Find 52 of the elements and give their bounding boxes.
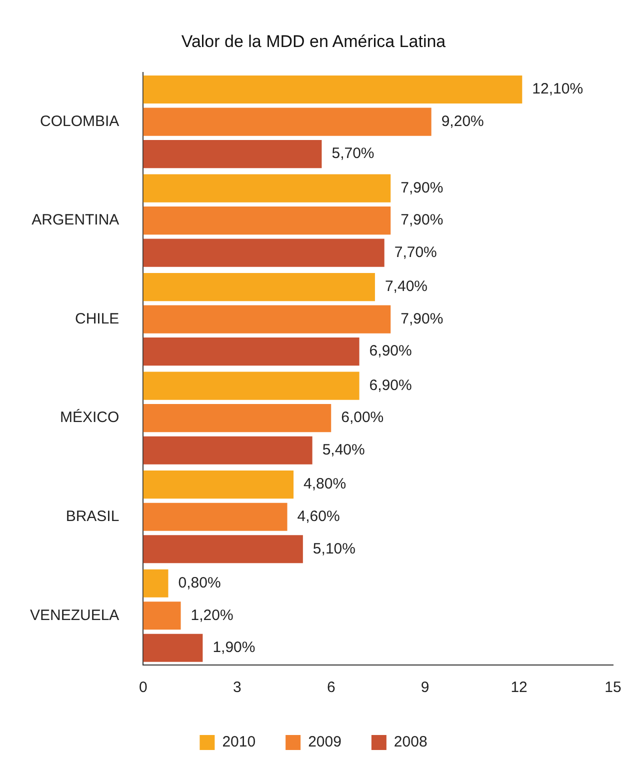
legend-label: 2010 bbox=[222, 734, 256, 751]
y-tick-label: CHILE bbox=[75, 310, 120, 328]
x-tick-label: 6 bbox=[326, 679, 336, 696]
bar bbox=[143, 305, 391, 334]
data-label: 6,90% bbox=[369, 342, 412, 360]
data-label: 0,80% bbox=[178, 574, 221, 592]
y-tick-label: MÉXICO bbox=[60, 408, 120, 426]
bar bbox=[143, 502, 288, 531]
bar bbox=[143, 273, 375, 302]
data-label: 5,40% bbox=[322, 441, 365, 458]
bar bbox=[143, 569, 168, 598]
bar bbox=[143, 206, 391, 235]
bar bbox=[143, 108, 432, 136]
data-label: 7,90% bbox=[400, 310, 444, 328]
data-label: 5,10% bbox=[312, 540, 356, 558]
data-label: 1,90% bbox=[212, 639, 256, 656]
legend-label: 2009 bbox=[308, 734, 342, 751]
x-tick-label: 0 bbox=[139, 679, 148, 696]
data-label: 7,40% bbox=[384, 278, 428, 296]
bar bbox=[143, 436, 312, 464]
data-label: 5,70% bbox=[332, 145, 374, 162]
data-label: 7,90% bbox=[400, 179, 444, 196]
x-tick-label: 12 bbox=[510, 679, 528, 696]
bar bbox=[143, 140, 322, 168]
bar bbox=[143, 535, 303, 564]
bar bbox=[143, 238, 384, 267]
legend-label: 2008 bbox=[394, 734, 428, 751]
y-tick-label: ARGENTINA bbox=[32, 212, 120, 229]
bar bbox=[143, 372, 360, 400]
x-tick-label: 15 bbox=[604, 679, 622, 696]
chart-title: Valor de la MDD en América Latina bbox=[181, 32, 446, 51]
bar bbox=[143, 174, 391, 202]
y-tick-label: COLOMBIA bbox=[40, 112, 120, 130]
data-label: 4,80% bbox=[304, 476, 346, 493]
bar bbox=[143, 75, 522, 104]
bar bbox=[143, 634, 203, 662]
y-tick-label: VENEZUELA bbox=[30, 606, 120, 624]
data-label: 7,70% bbox=[394, 244, 437, 261]
data-label: 6,90% bbox=[369, 376, 412, 394]
data-label: 4,60% bbox=[297, 508, 340, 525]
bar bbox=[143, 404, 332, 432]
data-label: 12,10% bbox=[532, 80, 584, 98]
data-label: 1,20% bbox=[190, 606, 234, 624]
data-label: 9,20% bbox=[441, 112, 484, 130]
x-tick-label: 3 bbox=[232, 679, 242, 696]
bar bbox=[143, 470, 294, 499]
data-label: 7,90% bbox=[400, 212, 444, 229]
x-tick-label: 9 bbox=[420, 679, 430, 696]
data-label: 6,00% bbox=[341, 409, 384, 426]
bar bbox=[143, 602, 181, 630]
bar bbox=[143, 338, 360, 366]
y-tick-label: BRASIL bbox=[66, 508, 120, 525]
